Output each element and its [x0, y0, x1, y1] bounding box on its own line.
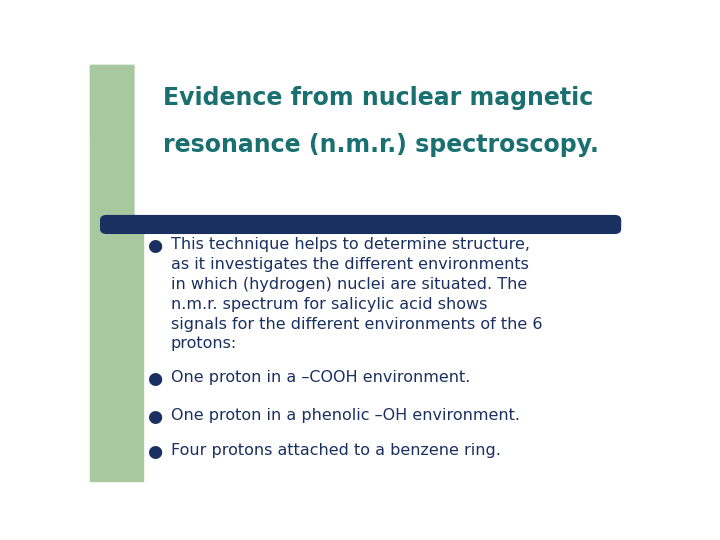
Text: ●: ● [147, 238, 162, 255]
Text: resonance (n.m.r.) spectroscopy.: resonance (n.m.r.) spectroscopy. [163, 133, 598, 157]
Bar [90, 65, 143, 481]
Text: Four protons attached to a benzene ring.: Four protons attached to a benzene ring. [171, 443, 501, 458]
Text: ●: ● [147, 443, 162, 461]
Text: This technique helps to determine structure,
as it investigates the different en: This technique helps to determine struct… [171, 238, 542, 352]
FancyBboxPatch shape [100, 215, 621, 234]
Text: ●: ● [147, 370, 162, 388]
Text: One proton in a –COOH environment.: One proton in a –COOH environment. [171, 370, 470, 386]
Text: Evidence from nuclear magnetic: Evidence from nuclear magnetic [163, 85, 593, 110]
Text: One proton in a phenolic –OH environment.: One proton in a phenolic –OH environment… [171, 408, 520, 423]
Text: ●: ● [147, 408, 162, 426]
FancyBboxPatch shape [135, 58, 657, 231]
Bar [90, 65, 324, 140]
